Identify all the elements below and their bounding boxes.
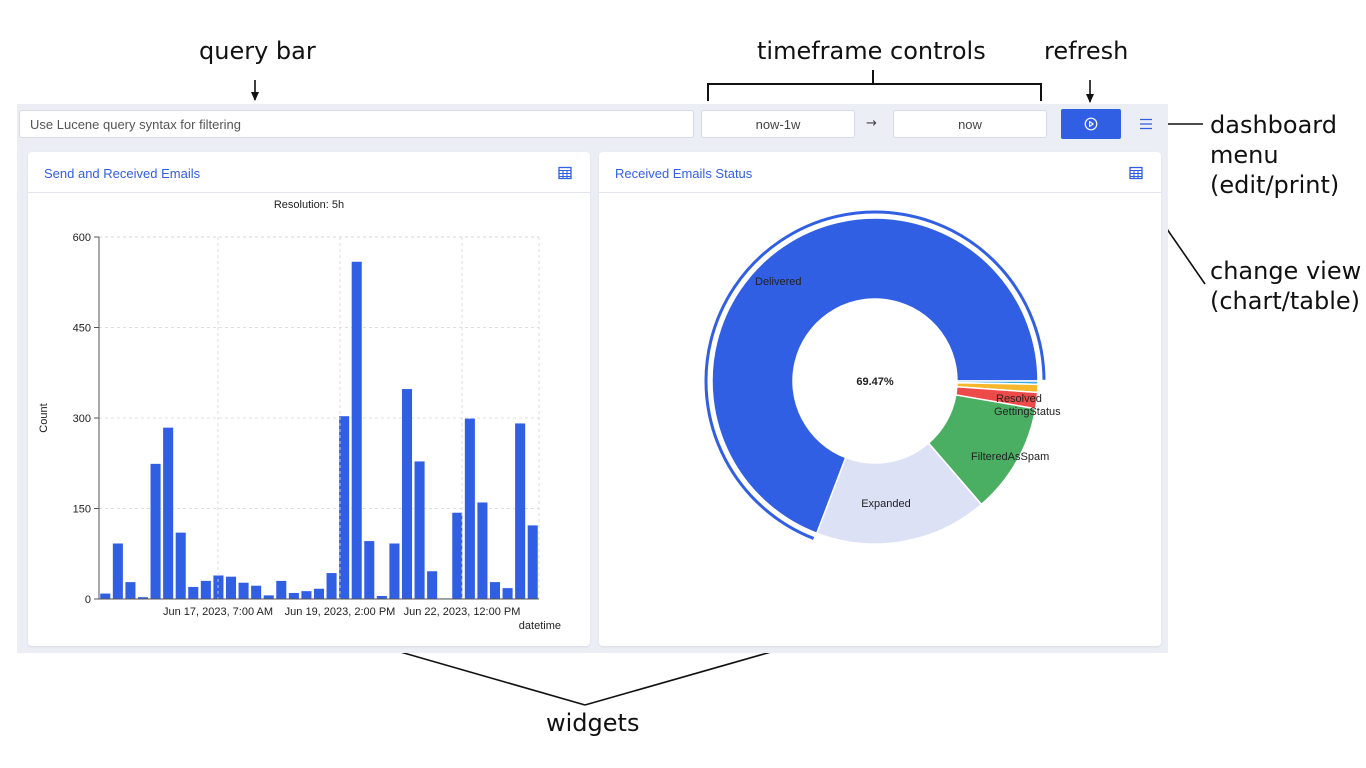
- callout-change-view-line-1: change view: [1210, 257, 1362, 285]
- donut-chart: 69.47% Delivered Expanded FilteredAsSpam Get…: [704, 210, 1061, 545]
- widget-send-received-emails: Send and Received Emails Resolution: 5h …: [28, 152, 590, 646]
- donut-label-expanded: Expanded: [861, 498, 911, 510]
- change-view-button[interactable]: [1129, 165, 1143, 180]
- bar: [112, 543, 123, 599]
- bar: [452, 512, 463, 599]
- bar: [213, 575, 224, 599]
- bar: [288, 592, 299, 599]
- donut-label-resolved: Resolved: [996, 393, 1042, 405]
- table-icon: [1129, 166, 1143, 180]
- table-icon: [558, 166, 572, 180]
- callout-query-bar: query bar: [199, 37, 316, 65]
- bar: [339, 416, 350, 599]
- y-tick-label: 0: [85, 594, 91, 606]
- widget-title: Received Emails Status: [615, 166, 753, 181]
- callout-dashboard-menu-line-1: dashboard: [1210, 111, 1337, 139]
- y-tick-label: 450: [73, 323, 91, 335]
- callout-timeframe-controls: timeframe controls: [757, 37, 986, 65]
- chart-subtitle: Resolution: 5h: [273, 199, 345, 211]
- bar: [188, 586, 199, 599]
- donut-slice-expanded: [815, 442, 983, 545]
- query-bar-input[interactable]: [19, 110, 694, 138]
- bar: [502, 588, 513, 599]
- widget-header: Send and Received Emails: [28, 152, 590, 193]
- dashboard: → Send and Received Emails Resolution: 5…: [17, 104, 1168, 653]
- y-tick-label: 300: [73, 413, 91, 425]
- widget-title: Send and Received Emails: [44, 166, 201, 181]
- bar: [225, 576, 237, 599]
- bar: [326, 573, 337, 599]
- donut-label-delivered: Delivered: [755, 276, 801, 288]
- bar: [100, 593, 111, 599]
- bar: [150, 463, 161, 599]
- x-tick-label: Jun 22, 2023, 12:00 PM: [404, 606, 521, 618]
- change-view-button[interactable]: [558, 165, 572, 180]
- y-tick-label: 150: [73, 504, 91, 516]
- timeframe-arrow: →: [866, 116, 877, 131]
- callout-change-view: change view (chart/table): [1210, 256, 1361, 316]
- donut-center-label: 69.47%: [856, 376, 894, 388]
- timeframe-bracket: [707, 70, 1042, 101]
- hamburger-menu-icon: [1140, 118, 1152, 130]
- refresh-button[interactable]: [1061, 109, 1121, 139]
- bar: [427, 571, 438, 599]
- bar: [238, 582, 249, 599]
- donut-highlight-ring: [704, 210, 1046, 540]
- bar: [477, 502, 488, 599]
- bar: [263, 595, 274, 599]
- bar: [301, 591, 312, 599]
- bar: [137, 597, 149, 599]
- callout-refresh: refresh: [1044, 37, 1129, 65]
- callout-dashboard-menu-line-2: menu: [1210, 141, 1279, 169]
- bar: [389, 543, 400, 599]
- x-tick-label: Jun 19, 2023, 2:00 PM: [285, 606, 396, 618]
- bar: [376, 595, 387, 599]
- donut-slice-delivered: [711, 217, 1039, 535]
- bar: [276, 580, 287, 599]
- bar: [200, 580, 211, 599]
- x-tick-label: Jun 17, 2023, 7:00 AM: [163, 606, 273, 618]
- donut-label-gettingstatus: GettingStatus: [994, 406, 1061, 418]
- timeframe-to-input[interactable]: [893, 110, 1047, 138]
- callout-change-view-line-2: (chart/table): [1210, 287, 1360, 315]
- bar: [251, 585, 262, 599]
- donut-label-filteredasspam: FilteredAsSpam: [971, 451, 1049, 463]
- widget-header: Received Emails Status: [599, 152, 1161, 193]
- bar: [175, 532, 186, 599]
- bar: [313, 588, 325, 599]
- timeframe-from-input[interactable]: [701, 110, 855, 138]
- bar-chart: 0 150 300 450 600 Jun 17, 2023, 7:00 AM Jun 19…: [38, 232, 561, 632]
- bar: [364, 541, 375, 599]
- bar: [401, 389, 413, 599]
- callout-dashboard-menu: dashboard menu (edit/print): [1210, 110, 1339, 200]
- callout-widgets: widgets: [546, 709, 640, 737]
- bar: [527, 525, 538, 599]
- bar: [464, 418, 475, 599]
- bar: [163, 427, 174, 599]
- dashboard-menu-button[interactable]: [1134, 112, 1158, 136]
- bar: [351, 261, 362, 599]
- play-circle-icon: [1084, 117, 1098, 131]
- x-axis-label: datetime: [519, 620, 561, 632]
- widget-received-emails-status: Received Emails Status 69.47% Delivered Ex…: [599, 152, 1161, 646]
- bar: [515, 423, 526, 599]
- donut-slice-filteredasspam: [927, 394, 1037, 506]
- bar: [125, 582, 136, 599]
- y-tick-label: 600: [73, 232, 91, 244]
- bar: [414, 461, 425, 599]
- bar: [489, 582, 501, 599]
- y-axis-label: Count: [38, 403, 50, 432]
- callout-dashboard-menu-line-3: (edit/print): [1210, 171, 1340, 199]
